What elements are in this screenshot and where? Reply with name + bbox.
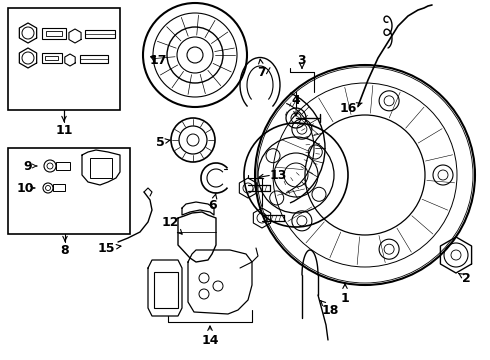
Text: 4: 4 [292,94,300,107]
Text: 11: 11 [55,123,73,136]
Text: 3: 3 [298,54,306,67]
Text: 16: 16 [339,102,362,114]
Text: 14: 14 [201,333,219,346]
Bar [8,148,130,234]
Bar [53,184,65,191]
Text: 9: 9 [24,159,32,172]
Bar [154,272,178,308]
Text: 18: 18 [320,301,339,316]
Text: 12: 12 [161,216,182,234]
Bar [8,8,120,110]
Text: 6: 6 [209,193,217,212]
Bar [45,56,58,60]
Text: 1: 1 [341,284,349,305]
Bar [80,55,108,63]
Text: 8: 8 [61,243,69,256]
Bar [56,162,70,170]
Text: 15: 15 [97,242,121,255]
Text: 17: 17 [149,54,167,67]
Bar [46,31,62,36]
Bar [90,158,112,178]
Text: 7: 7 [258,59,267,78]
Bar [85,30,115,38]
Bar [42,28,66,39]
Text: 13: 13 [270,168,287,181]
Text: 2: 2 [459,271,470,284]
Bar [42,53,62,63]
Text: 5: 5 [156,135,170,149]
Text: 10: 10 [16,181,34,194]
